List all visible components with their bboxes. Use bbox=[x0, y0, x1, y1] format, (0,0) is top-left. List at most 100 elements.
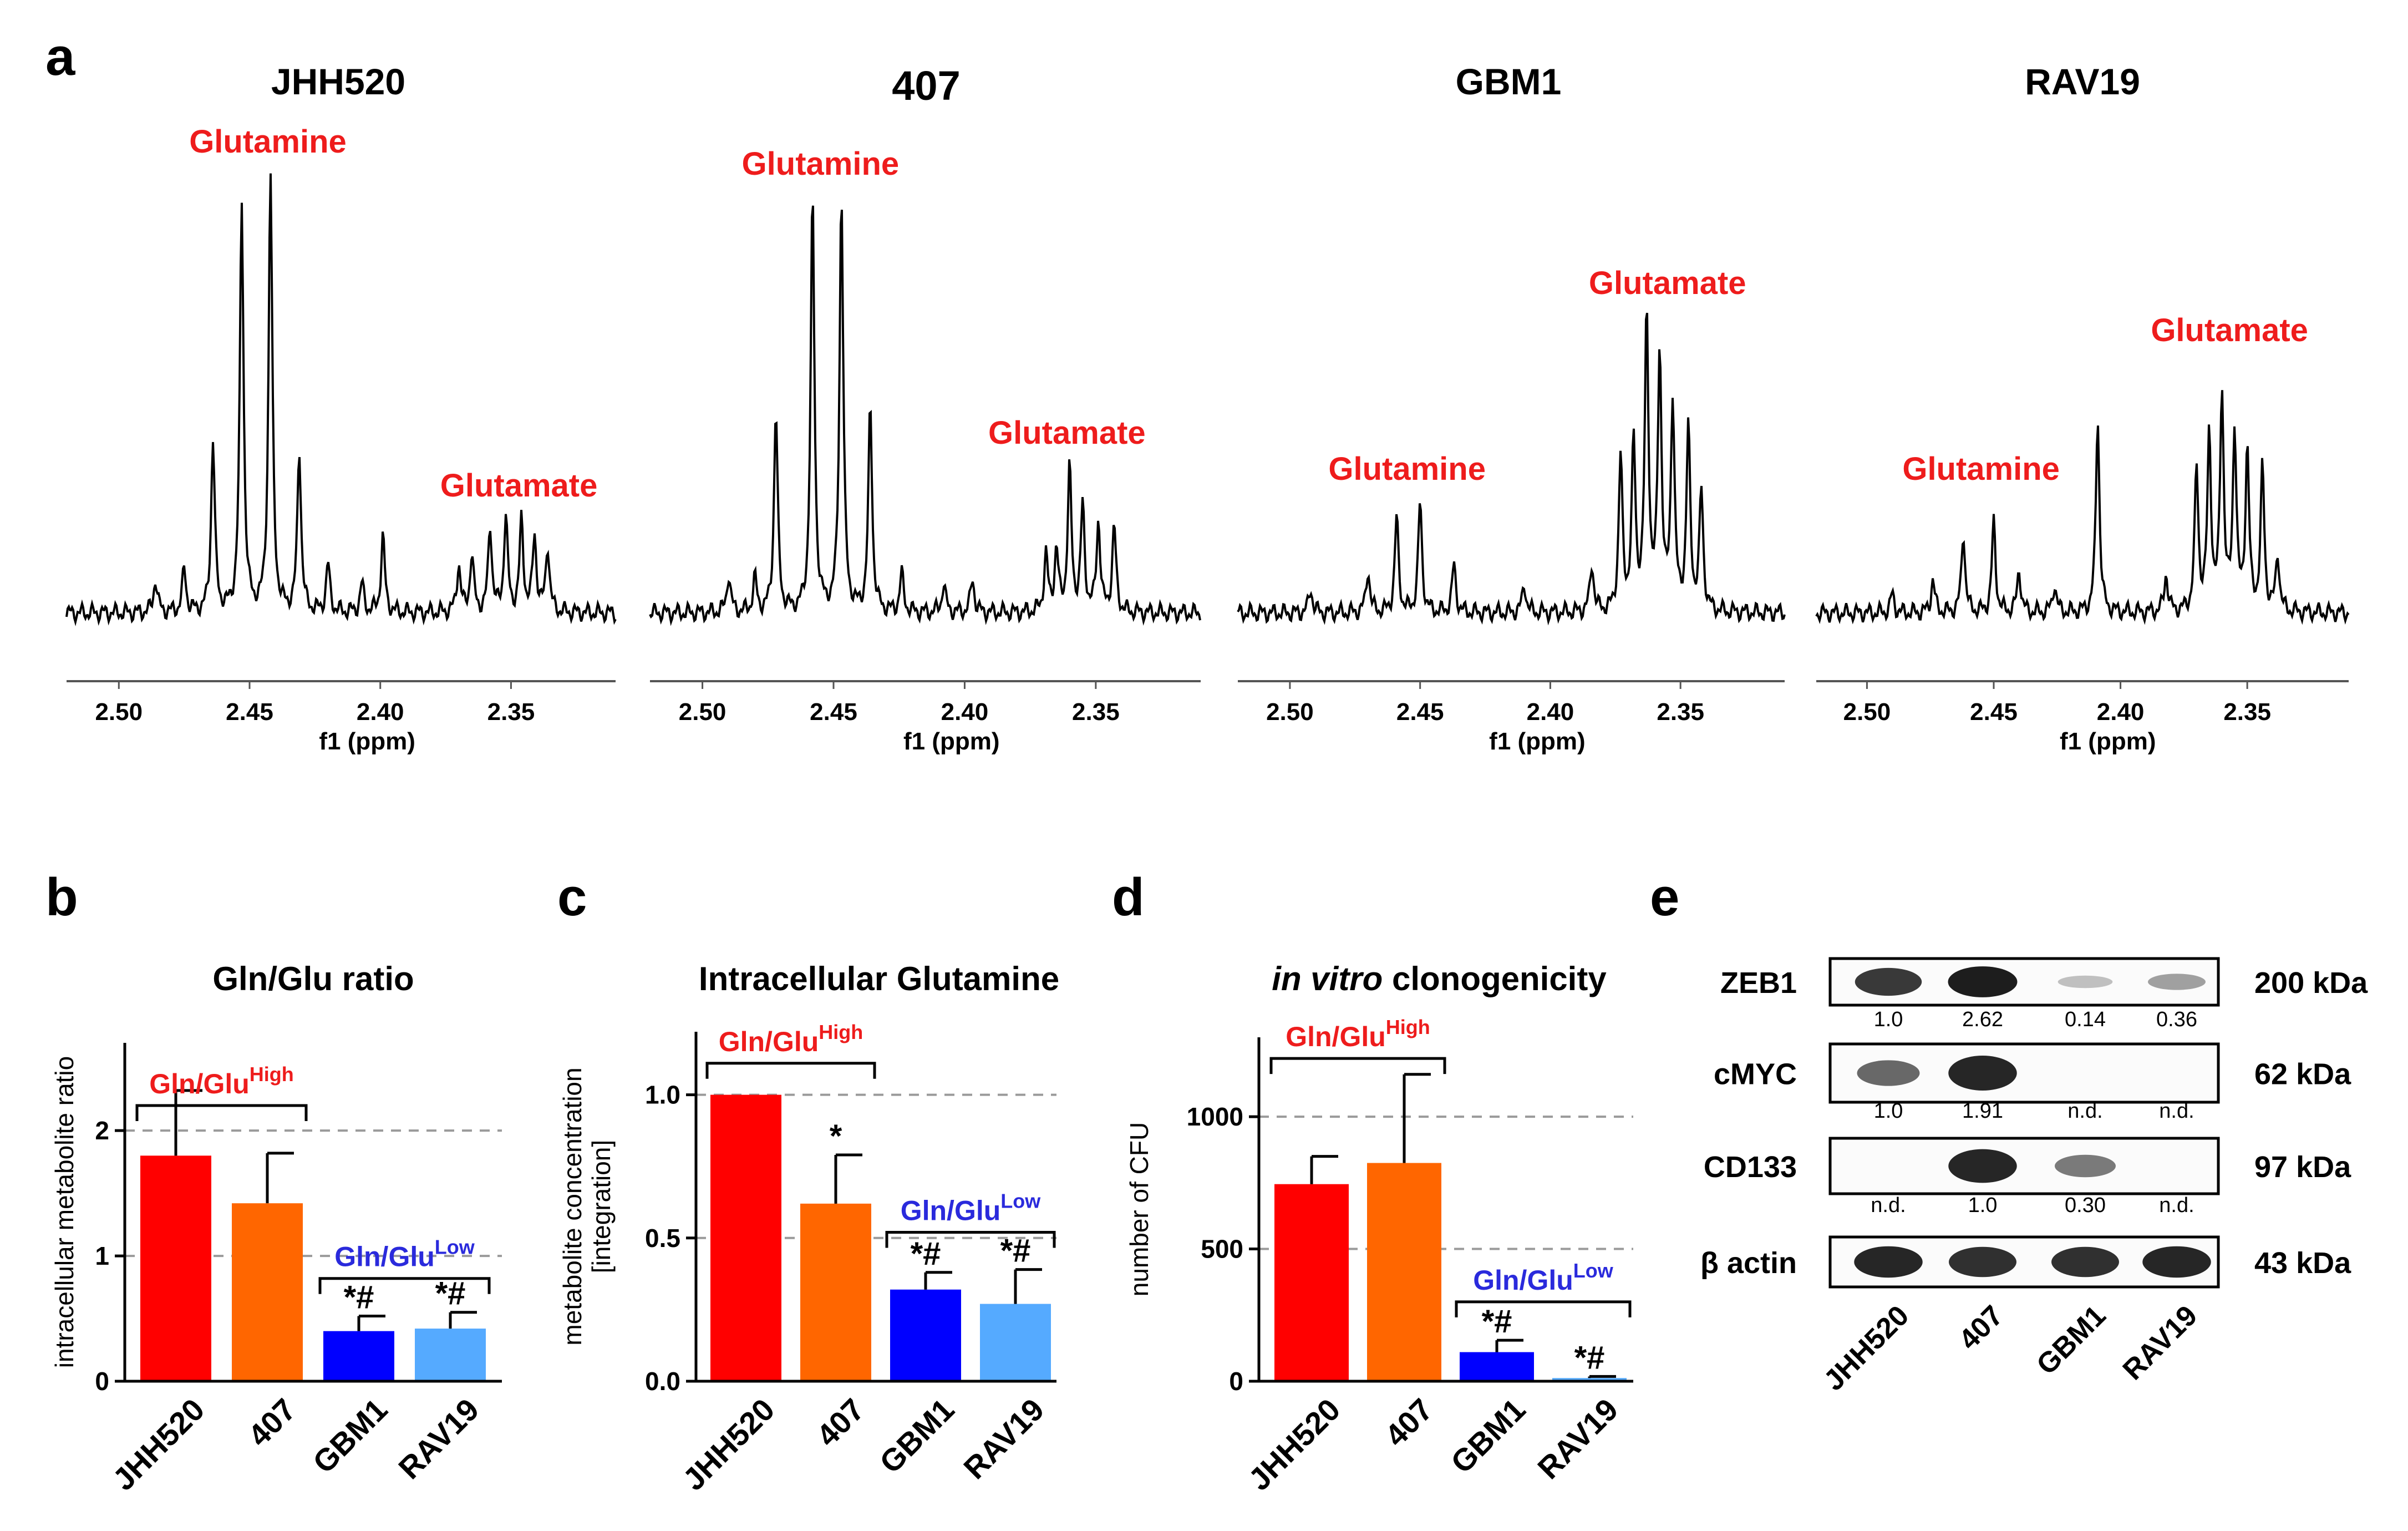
panel-c: c Intracellular Glutamine JHH520 * 407 *# GBM1… bbox=[557, 868, 1059, 1497]
bar-rav19 bbox=[1552, 1378, 1627, 1381]
category-label: 407 bbox=[810, 1392, 871, 1453]
panel-d: d in vitro clonogenicity JHH520 407 *# GBM1 *#… bbox=[1112, 868, 1633, 1497]
spectrum-xlabel: f1 (ppm) bbox=[319, 728, 415, 755]
chart-title: in vitro clonogenicity bbox=[1272, 960, 1607, 997]
y-tick-label: 0.0 bbox=[645, 1367, 680, 1396]
y-axis-label: metabolite concentration bbox=[558, 1067, 587, 1345]
blot-quantification: 1.0 bbox=[1874, 1099, 1903, 1123]
y-axis-label: [integration] bbox=[587, 1140, 616, 1273]
blot-protein-label: ZEB1 bbox=[1720, 966, 1797, 1000]
spectrum-tick-label: 2.45 bbox=[1970, 698, 2018, 726]
y-tick-label: 1000 bbox=[1187, 1102, 1243, 1131]
blot-quantification: 0.14 bbox=[2065, 1008, 2106, 1031]
bar-gbm1 bbox=[1460, 1352, 1534, 1381]
blot-frame bbox=[1828, 1137, 2220, 1195]
spectrum-tick-label: 2.45 bbox=[226, 698, 273, 726]
group-label-sup: Low bbox=[1573, 1259, 1614, 1282]
group-label-sup: High bbox=[250, 1063, 294, 1086]
metabolite-label: Glutamate bbox=[988, 415, 1146, 451]
bar-407 bbox=[1367, 1163, 1441, 1381]
y-tick-label: 0 bbox=[95, 1367, 109, 1396]
metabolite-label: Glutamine bbox=[1328, 451, 1486, 487]
lane-label: GBM1 bbox=[2030, 1299, 2112, 1381]
group-label-low: Gln/GluLow bbox=[901, 1189, 1042, 1226]
metabolite-label: Glutamate bbox=[1589, 265, 1746, 301]
spectrum-xlabel: f1 (ppm) bbox=[1489, 728, 1586, 755]
spectrum-tick-label: 2.45 bbox=[1396, 698, 1444, 726]
metabolite-label: Glutamine bbox=[189, 124, 347, 160]
bar-jhh520 bbox=[710, 1094, 781, 1381]
group-label-text: Gln/Glu bbox=[334, 1241, 435, 1273]
chart-title-rest: clonogenicity bbox=[1383, 960, 1607, 997]
group-label-high: Gln/GluHigh bbox=[149, 1063, 294, 1099]
blot-band bbox=[2058, 975, 2113, 988]
blot-quantification: n.d. bbox=[2067, 1099, 2102, 1123]
spectrum-tick-label: 2.35 bbox=[2223, 698, 2271, 726]
spectrum-tick-label: 2.40 bbox=[1527, 698, 1574, 726]
metabolite-label: Glutamate bbox=[440, 468, 598, 504]
group-bracket-low bbox=[885, 1230, 1056, 1248]
spectrum-tick-label: 2.45 bbox=[810, 698, 857, 726]
spectrum-xlabel: f1 (ppm) bbox=[2060, 728, 2156, 755]
spectrum-tick-label: 2.35 bbox=[1657, 698, 1704, 726]
blot-band bbox=[1857, 1060, 1920, 1086]
significance-mark: *# bbox=[1482, 1304, 1512, 1340]
category-label: 407 bbox=[241, 1392, 303, 1453]
significance-mark: *# bbox=[1000, 1233, 1031, 1269]
group-label-text: Gln/Glu bbox=[719, 1026, 819, 1057]
blot-quantification: 0.36 bbox=[2156, 1008, 2197, 1031]
panel-label-a: a bbox=[45, 27, 75, 87]
metabolite-label: Glutamate bbox=[2151, 312, 2308, 348]
bar-rav19 bbox=[980, 1304, 1051, 1381]
blot-quantification: 1.0 bbox=[1968, 1194, 1998, 1217]
panel-label-d: d bbox=[1112, 868, 1145, 927]
group-label-text: Gln/Glu bbox=[901, 1195, 1001, 1226]
blot-protein-label: β actin bbox=[1700, 1246, 1797, 1280]
metabolite-label: Glutamine bbox=[1902, 451, 2060, 487]
spectrum-tick-label: 2.40 bbox=[941, 698, 989, 726]
category-label: RAV19 bbox=[957, 1392, 1050, 1486]
blot-band bbox=[1948, 1149, 2017, 1183]
significance-mark: *# bbox=[1574, 1340, 1605, 1376]
chart-title-italic: in vitro bbox=[1272, 960, 1383, 997]
spectrum-trace bbox=[1237, 312, 1786, 626]
significance-mark: *# bbox=[344, 1280, 374, 1316]
blot-size-label: 200 kDa bbox=[2254, 966, 2368, 1000]
blot-band bbox=[1854, 1246, 1923, 1278]
chart-title: Intracellular Glutamine bbox=[699, 960, 1059, 997]
significance-mark: * bbox=[830, 1118, 842, 1154]
spectrum-title: 407 bbox=[892, 63, 960, 109]
blot-band bbox=[2051, 1246, 2119, 1277]
chart-title: Gln/Glu ratio bbox=[212, 960, 414, 997]
y-tick-label: 2 bbox=[95, 1116, 109, 1145]
group-bracket-low bbox=[1455, 1300, 1632, 1317]
panel-label-e: e bbox=[1650, 868, 1679, 927]
bar-jhh520 bbox=[1274, 1184, 1349, 1381]
group-bracket-high bbox=[705, 1062, 876, 1079]
spectrum-trace bbox=[1815, 390, 2350, 625]
y-axis-label: number of CFU bbox=[1125, 1122, 1154, 1296]
y-tick-label: 1 bbox=[95, 1241, 109, 1270]
spectrum-trace bbox=[65, 173, 617, 626]
group-label-sup: Low bbox=[1000, 1189, 1041, 1212]
blot-band bbox=[2148, 974, 2206, 990]
significance-mark: *# bbox=[435, 1276, 466, 1312]
group-bracket-high bbox=[1269, 1057, 1446, 1074]
spectrum-title: GBM1 bbox=[1456, 61, 1562, 102]
lane-label: 407 bbox=[1953, 1299, 2009, 1356]
y-tick-label: 0 bbox=[1229, 1367, 1243, 1396]
group-label-sup: Low bbox=[435, 1236, 475, 1259]
bar-407 bbox=[232, 1203, 303, 1381]
blot-quantification: n.d. bbox=[2159, 1194, 2194, 1217]
blot-quantification: 0.30 bbox=[2065, 1194, 2106, 1217]
spectrum-tick-label: 2.35 bbox=[487, 698, 535, 726]
blot-quantification: n.d. bbox=[1871, 1194, 1906, 1217]
metabolite-label: Glutamine bbox=[742, 146, 900, 182]
spectrum-tick-label: 2.50 bbox=[1843, 698, 1891, 726]
bar-gbm1 bbox=[890, 1289, 961, 1381]
group-label-high: Gln/GluHigh bbox=[719, 1021, 863, 1057]
group-label-sup: High bbox=[1386, 1016, 1430, 1038]
group-label-sup: High bbox=[819, 1021, 863, 1043]
group-label-high: Gln/GluHigh bbox=[1286, 1016, 1430, 1052]
